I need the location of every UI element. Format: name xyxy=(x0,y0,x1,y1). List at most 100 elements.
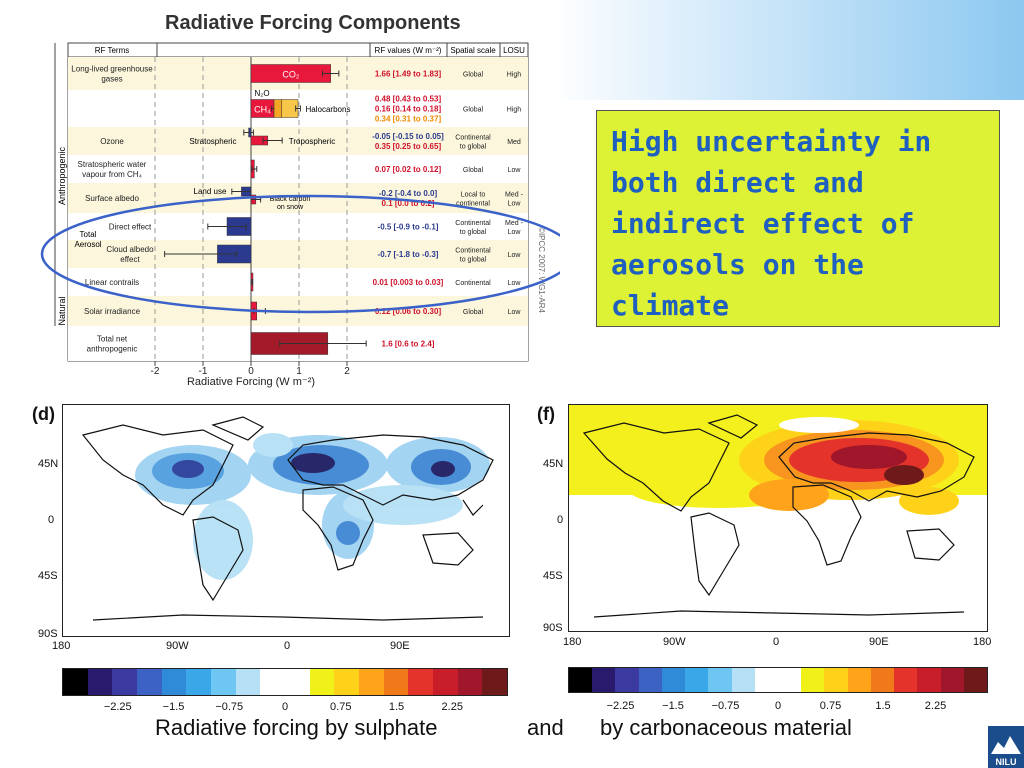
uncertainty-callout: High uncertainty in both direct and indi… xyxy=(596,110,1000,327)
colorbar-tick-label: −0.75 xyxy=(215,701,244,713)
rf-scale-label: Global xyxy=(463,72,484,79)
rf-tick-label: 1 xyxy=(296,366,302,377)
lon-label-0: 0 xyxy=(284,640,291,652)
group-label-anthropogenic: Anthropogenic xyxy=(57,146,67,205)
rf-scale-label: Global xyxy=(463,167,484,174)
header-gradient-band xyxy=(548,0,1024,100)
lat-label-45s: 45S xyxy=(543,570,563,582)
annotation-land-use: Land use xyxy=(194,187,227,196)
caption-and: and xyxy=(527,715,564,740)
caption-sulphate: Radiative forcing by sulphate xyxy=(155,715,438,740)
rf-bar-label: CO₂ xyxy=(282,70,300,80)
annotation-tropospheric: Tropospheric xyxy=(289,137,335,146)
rf-bar xyxy=(273,99,282,118)
colorbar-swatch xyxy=(731,668,755,692)
annotation-n2o: N₂O xyxy=(254,89,269,98)
nilu-logo-text: NILU xyxy=(996,757,1017,767)
colorbar-tick-label: 1.5 xyxy=(875,700,891,712)
rf-row-bg xyxy=(68,240,528,268)
colorbar-swatch xyxy=(161,669,187,695)
rf-scale-label: Global xyxy=(463,309,484,316)
colorbar-swatch xyxy=(211,669,236,695)
rf-scale-label: to global xyxy=(460,229,487,236)
colorbar-swatch xyxy=(433,669,458,695)
rf-losu-label: Low xyxy=(508,167,522,174)
lon-label-90e: 90E xyxy=(390,640,410,652)
rf-term-label: effect xyxy=(120,255,140,264)
rf-losu-label: High xyxy=(507,107,522,114)
colorbar-swatch xyxy=(615,668,639,692)
rf-term-label: Total net xyxy=(97,335,128,344)
colorbar-swatch xyxy=(359,669,384,695)
colorbar-swatch xyxy=(963,668,987,692)
colorbar-swatch xyxy=(285,669,310,695)
group-label-natural: Natural xyxy=(57,296,67,325)
rf-term-label: Ozone xyxy=(100,137,124,146)
colorbar-swatch xyxy=(824,668,848,692)
carbonaceous-map xyxy=(568,404,988,632)
rf-term-label: Cloud albedo xyxy=(106,245,154,254)
header-rf-values: RF values (W m⁻²) xyxy=(375,46,442,55)
chart-watermark: ©IPCC 2007: WG1-AR4 xyxy=(537,227,546,313)
carbonaceous-forcing-map-panel: (f) 45N 0 45S 90S 18 xyxy=(535,398,1005,718)
rf-scale-label: Global xyxy=(463,107,484,114)
colorbar-tick-label: −1.5 xyxy=(162,701,185,713)
callout-text: High uncertainty in both direct and indi… xyxy=(611,125,932,322)
colorbar-swatch xyxy=(482,669,508,695)
colorbar-tick-label: −2.25 xyxy=(103,701,132,713)
panel-letter-f: (f) xyxy=(537,404,555,424)
colorbar-swatch xyxy=(754,668,778,692)
annotation-halocarbons: Halocarbons xyxy=(306,105,351,114)
lon-label-180: 180 xyxy=(52,640,71,652)
colorbar-swatch xyxy=(708,668,732,692)
lon-label-0: 0 xyxy=(773,636,780,648)
lon-label-90w: 90W xyxy=(663,636,686,648)
colorbar-tick-label: −1.5 xyxy=(662,700,684,712)
lat-label-90s: 90S xyxy=(543,622,563,634)
rf-losu-label: Low xyxy=(508,309,522,316)
rf-term-label: Surface albedo xyxy=(85,194,139,203)
rf-losu-label: Low xyxy=(508,252,522,259)
sulphate-map xyxy=(62,404,510,637)
header-rf-terms: RF Terms xyxy=(95,46,130,55)
colorbar-swatch xyxy=(186,669,212,695)
header-spatial-scale: Spatial scale xyxy=(450,46,496,55)
rf-value-label: 0.48 [0.43 to 0.53] xyxy=(375,95,442,104)
rf-term-label: vapour from CH₄ xyxy=(82,170,142,179)
panel-letter-d: (d) xyxy=(32,404,55,424)
rf-scale-label: Continental xyxy=(455,280,491,287)
annotation-stratospheric: Stratospheric xyxy=(189,137,236,146)
lat-label-0: 0 xyxy=(48,514,55,526)
annotation-total-aerosol: Total xyxy=(80,230,97,239)
colorbar-swatch xyxy=(112,669,138,695)
colorbar-swatch xyxy=(569,668,593,692)
rf-value-label: 0.35 [0.25 to 0.65] xyxy=(375,142,442,151)
colorbar-swatch xyxy=(801,668,825,692)
rf-tick-label: 0 xyxy=(248,366,254,377)
rf-xaxis-label: Radiative Forcing (W m⁻²) xyxy=(187,376,315,388)
rf-bar-label: CH₄ xyxy=(254,105,271,115)
rf-value-label: 0.07 [0.02 to 0.12] xyxy=(375,165,442,174)
rf-tick-label: -1 xyxy=(199,366,208,377)
rf-value-label: -0.5 [-0.9 to -0.1] xyxy=(378,223,439,232)
colorbar-swatch xyxy=(940,668,964,692)
colorbar-tick-label: 0.75 xyxy=(819,700,842,712)
rf-value-label: 0.12 [0.06 to 0.30] xyxy=(375,307,442,316)
rf-losu-label: High xyxy=(507,72,522,79)
rf-scale-label: Continental xyxy=(455,135,491,142)
rf-scale-label: to global xyxy=(460,144,487,151)
rf-term-label: anthropogenic xyxy=(87,345,138,354)
colorbar-swatch xyxy=(870,668,895,692)
rf-scale-label: Local to xyxy=(461,192,486,199)
rf-scale-label: Continental xyxy=(455,220,491,227)
colorbar-swatch xyxy=(777,668,802,692)
chart-title: Radiative Forcing Components xyxy=(165,12,461,34)
rf-value-label: 0.34 [0.31 to 0.37] xyxy=(375,115,442,124)
rf-value-label: 0.16 [0.14 to 0.18] xyxy=(375,105,442,114)
colorbar-swatch xyxy=(847,668,871,692)
sulphate-forcing-map-panel: (d) xyxy=(30,398,520,718)
rf-scale-label: Continental xyxy=(455,248,491,255)
aerosol-highlight-ellipse xyxy=(40,194,560,314)
rf-losu-label: Med - xyxy=(505,220,524,227)
rf-losu-label: Med xyxy=(507,139,521,146)
